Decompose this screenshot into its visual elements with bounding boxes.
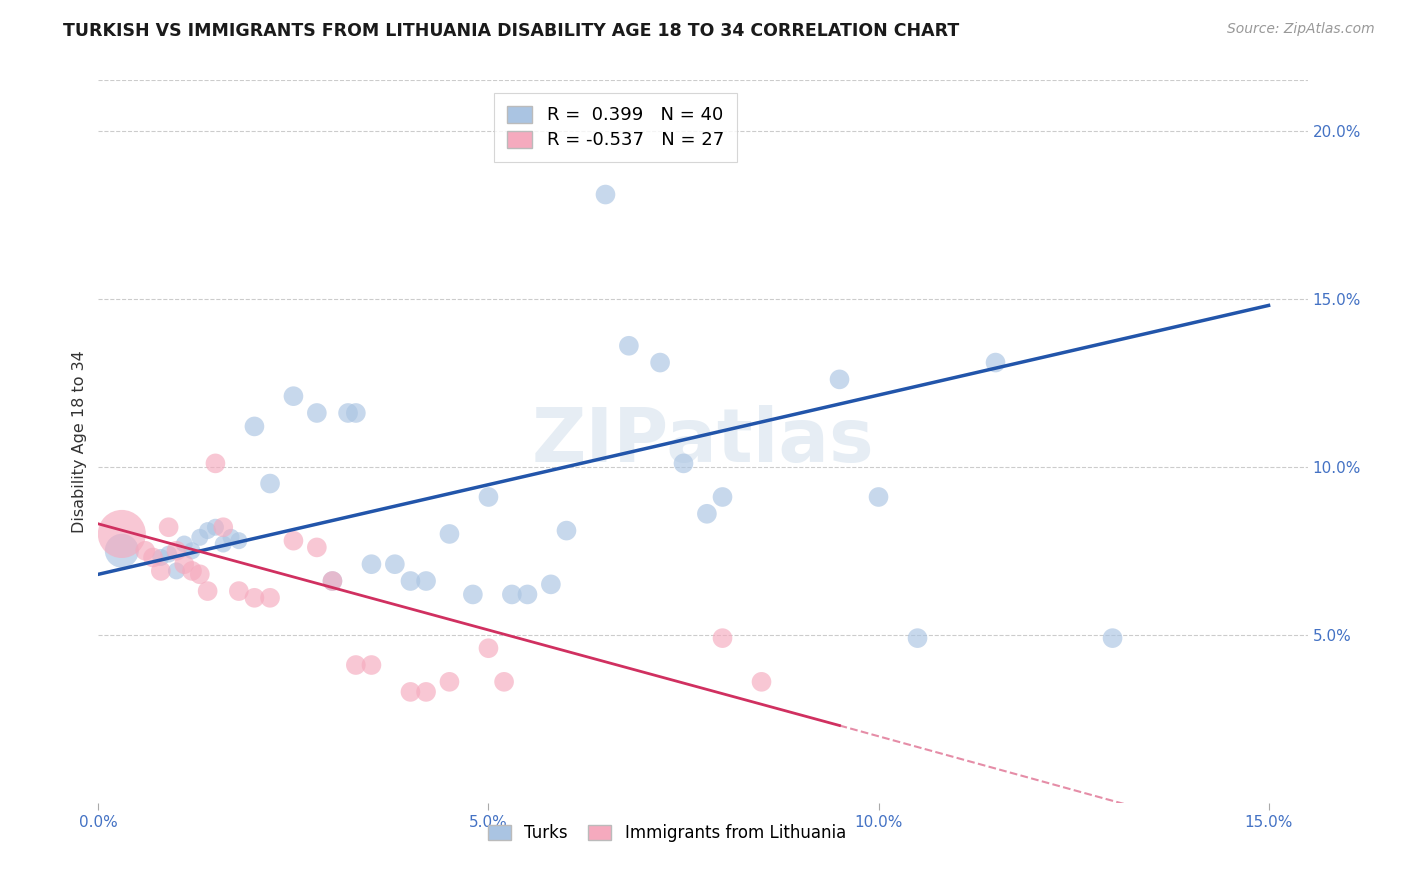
Point [212,520,235,534]
Point [360,558,382,572]
Point [228,584,250,599]
Point [134,543,156,558]
Point [204,456,226,470]
Legend: Turks, Immigrants from Lithuania: Turks, Immigrants from Lithuania [481,817,852,848]
Point [384,558,406,572]
Point [212,537,235,551]
Point [337,406,360,420]
Point [181,564,204,578]
Point [696,507,718,521]
Point [188,530,211,544]
Point [149,550,172,565]
Point [197,584,219,599]
Point [648,355,671,369]
Point [173,558,195,572]
Point [907,631,929,645]
Point [540,577,562,591]
Point [243,419,266,434]
Point [344,406,367,420]
Point [439,674,461,689]
Point [228,533,250,548]
Point [157,520,180,534]
Point [415,685,437,699]
Point [360,658,382,673]
Point [439,527,461,541]
Point [204,520,226,534]
Point [197,524,219,538]
Point [321,574,343,588]
Point [188,567,211,582]
Point [111,543,134,558]
Point [751,674,773,689]
Y-axis label: Disability Age 18 to 34: Disability Age 18 to 34 [72,351,87,533]
Point [157,547,180,561]
Point [165,543,187,558]
Point [321,574,343,588]
Point [477,490,499,504]
Point [149,564,172,578]
Text: Source: ZipAtlas.com: Source: ZipAtlas.com [1227,22,1375,37]
Point [259,591,281,605]
Point [711,490,734,504]
Point [415,574,437,588]
Text: TURKISH VS IMMIGRANTS FROM LITHUANIA DISABILITY AGE 18 TO 34 CORRELATION CHART: TURKISH VS IMMIGRANTS FROM LITHUANIA DIS… [63,22,959,40]
Point [181,543,204,558]
Point [711,631,734,645]
Point [173,537,195,551]
Point [501,587,523,601]
Text: ZIPatlas: ZIPatlas [531,405,875,478]
Point [617,339,640,353]
Point [555,524,578,538]
Point [283,389,305,403]
Point [868,490,890,504]
Point [142,550,165,565]
Point [165,564,187,578]
Point [219,530,242,544]
Point [111,527,134,541]
Point [477,641,499,656]
Point [595,187,617,202]
Point [344,658,367,673]
Point [259,476,281,491]
Point [672,456,695,470]
Point [828,372,851,386]
Point [494,674,516,689]
Point [305,406,328,420]
Point [305,541,328,555]
Point [984,355,1007,369]
Point [1101,631,1123,645]
Point [243,591,266,605]
Point [516,587,538,601]
Point [461,587,484,601]
Point [399,685,422,699]
Point [283,533,305,548]
Point [399,574,422,588]
